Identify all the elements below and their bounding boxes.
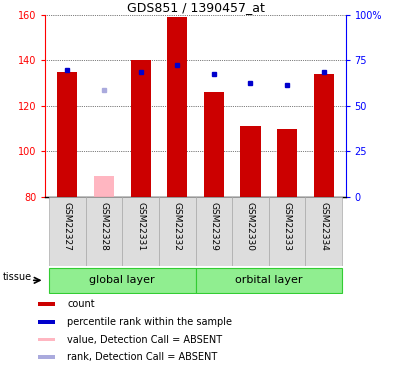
Bar [130, 60, 150, 197]
Bar [241, 126, 261, 197]
Text: rank, Detection Call = ABSENT: rank, Detection Call = ABSENT [67, 352, 218, 362]
Bar [232, 197, 269, 266]
Text: count: count [67, 299, 95, 309]
Text: percentile rank within the sample: percentile rank within the sample [67, 317, 232, 327]
Bar [277, 129, 297, 197]
Text: GSM22327: GSM22327 [63, 202, 72, 250]
Bar [167, 17, 187, 197]
Text: GSM22334: GSM22334 [319, 202, 328, 250]
Text: orbital layer: orbital layer [235, 275, 303, 285]
Text: GSM22332: GSM22332 [173, 202, 182, 250]
Bar [38, 320, 55, 324]
Bar [314, 74, 334, 197]
Bar [38, 356, 55, 359]
Text: GSM22329: GSM22329 [209, 202, 218, 250]
Bar [159, 197, 196, 266]
Text: GSM22331: GSM22331 [136, 202, 145, 251]
Bar [86, 197, 122, 266]
Bar [94, 176, 114, 197]
Bar [122, 197, 159, 266]
Bar [38, 338, 55, 341]
Bar [49, 197, 86, 266]
Text: tissue: tissue [2, 273, 31, 282]
Bar [49, 268, 196, 293]
Bar [196, 197, 232, 266]
Text: value, Detection Call = ABSENT: value, Detection Call = ABSENT [67, 334, 222, 345]
Bar [196, 268, 342, 293]
Text: GSM22328: GSM22328 [100, 202, 109, 250]
Bar [269, 197, 305, 266]
Text: GSM22330: GSM22330 [246, 202, 255, 251]
Title: GDS851 / 1390457_at: GDS851 / 1390457_at [126, 1, 265, 14]
Text: global layer: global layer [90, 275, 155, 285]
Bar [204, 92, 224, 197]
Text: GSM22333: GSM22333 [282, 202, 292, 251]
Bar [305, 197, 342, 266]
Bar [57, 72, 77, 197]
Bar [38, 302, 55, 306]
